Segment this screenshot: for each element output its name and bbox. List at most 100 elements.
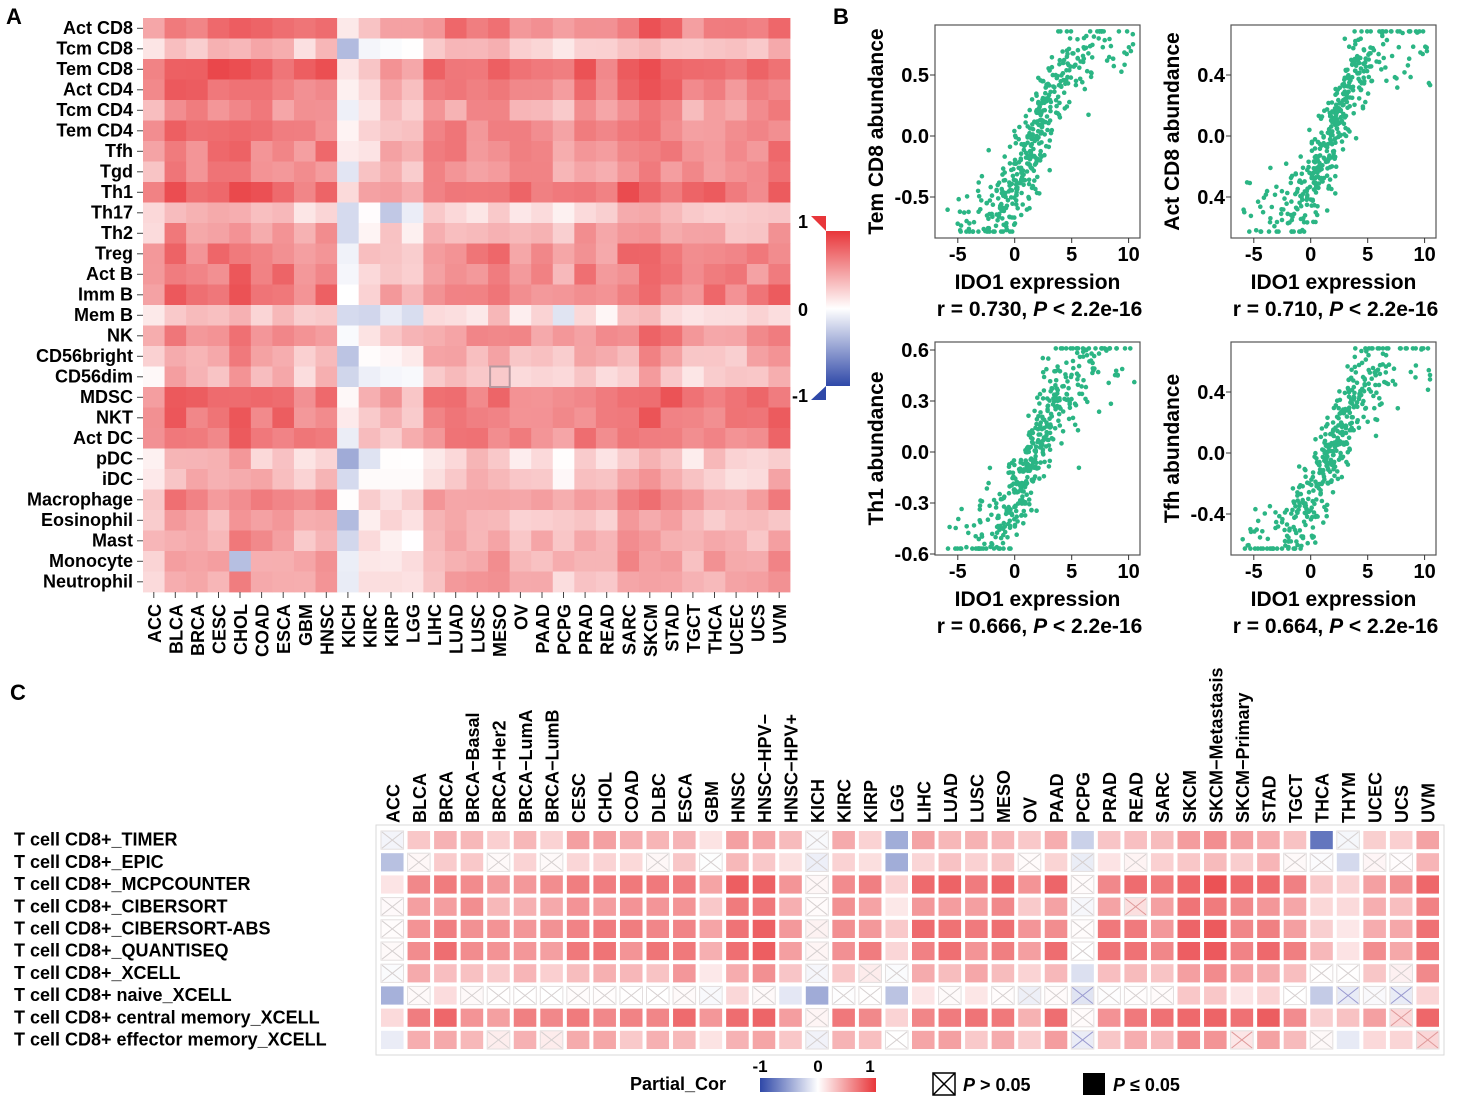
scatter-point <box>1394 76 1399 81</box>
scatter-point <box>1009 483 1014 488</box>
heatmap-c-cell <box>699 831 723 850</box>
scatter-point <box>1090 42 1095 48</box>
heatmap-a-cell <box>574 100 597 121</box>
heatmap-c-cell <box>1204 897 1227 916</box>
heatmap-c-cell <box>1363 875 1386 894</box>
heatmap-a-cell <box>660 510 683 531</box>
heatmap-a-col-label: SARC <box>619 604 639 655</box>
scatter-point <box>1320 163 1325 168</box>
scatter-point <box>1032 153 1037 159</box>
heatmap-c-col-label: READ <box>1127 772 1147 823</box>
scatter-point <box>1288 539 1294 544</box>
heatmap-c-cell <box>699 875 723 894</box>
heatmap-c-cell <box>858 1030 882 1049</box>
heatmap-c-cell <box>1204 964 1227 983</box>
heatmap-c-cell <box>1177 853 1201 872</box>
heatmap-c-cell <box>726 875 749 894</box>
heatmap-a-cell <box>250 366 273 388</box>
heatmap-c-col-label: ACC <box>383 784 403 823</box>
heatmap-c-row-label: T cell CD8+ effector memory_XCELL <box>14 1030 327 1050</box>
scatter-x-tick-label: 0 <box>1305 244 1316 266</box>
heatmap-c-cell <box>885 986 908 1005</box>
scatter-point <box>1026 413 1031 419</box>
heatmap-a-cell <box>574 366 597 388</box>
heatmap-c-cell <box>1097 985 1121 1006</box>
heatmap-a-cell <box>293 469 316 490</box>
heatmap-a-cell <box>186 469 209 490</box>
heatmap-a-cell <box>768 510 791 531</box>
scatter-point <box>1033 444 1039 450</box>
scatter-point <box>1307 127 1312 133</box>
scatter-point <box>1019 190 1024 196</box>
scatter-point <box>1056 418 1061 424</box>
heatmap-a-cell <box>617 79 640 101</box>
heatmap-a-cell <box>272 18 295 39</box>
scatter-point <box>1332 116 1337 121</box>
heatmap-a-cell <box>768 325 791 347</box>
heatmap-a-cell <box>250 551 273 572</box>
scatter-point <box>1293 530 1299 536</box>
heatmap-a-col-label: PAAD <box>533 604 553 654</box>
heatmap-c-cell <box>1257 897 1280 916</box>
heatmap-c-cell <box>407 897 431 916</box>
scatter-point <box>1066 46 1072 52</box>
scatter-point <box>1110 56 1116 61</box>
heatmap-a-cell <box>703 428 726 449</box>
scatter-point <box>1002 170 1007 175</box>
heatmap-a-row-label: pDC <box>96 449 133 469</box>
heatmap-c-cell <box>1416 986 1439 1005</box>
heatmap-a-cell <box>595 325 618 347</box>
heatmap-c-cell <box>912 964 935 983</box>
heatmap-c-cell <box>699 985 723 1006</box>
scatter-point <box>1022 513 1028 518</box>
scatter-point <box>1318 488 1323 493</box>
heatmap-a-cell <box>768 202 791 224</box>
heatmap-a-cell <box>703 469 726 490</box>
heatmap-a-cell <box>639 264 661 285</box>
scatter-point <box>979 198 984 203</box>
heatmap-a-cell <box>164 428 187 449</box>
scatter-point <box>1313 158 1318 164</box>
scatter-point <box>1041 374 1047 380</box>
heatmap-a-cell <box>207 510 230 531</box>
heatmap-c-cell <box>938 875 962 894</box>
scatter-point <box>1026 181 1032 187</box>
heatmap-a-cell <box>444 284 467 306</box>
scatter-point <box>1363 357 1369 362</box>
heatmap-a-cell <box>164 510 187 531</box>
scatter-point <box>1061 90 1067 95</box>
heatmap-a-cell <box>250 510 273 531</box>
scatter-point <box>1075 377 1080 382</box>
heatmap-a-cell <box>488 551 511 572</box>
scatter-point <box>1293 205 1299 211</box>
scatter-point <box>1022 501 1027 506</box>
scatter-point <box>1025 161 1030 166</box>
scatter-point <box>1291 499 1296 504</box>
heatmap-a-cell <box>143 182 165 203</box>
scatter-point <box>1366 387 1372 392</box>
heatmap-a-cell <box>488 161 511 183</box>
scatter-point <box>1332 156 1337 161</box>
heatmap-a-cell <box>531 243 554 265</box>
heatmap-c-row-label: T cell CD8+_CIBERSORT-ABS <box>14 918 271 938</box>
scatter-point <box>1038 117 1044 123</box>
heatmap-a-cell <box>660 223 683 244</box>
scatter-point <box>1339 139 1345 144</box>
heatmap-a-cell <box>746 530 769 552</box>
scatter-point <box>1335 436 1341 442</box>
scatter-point <box>1369 346 1374 351</box>
heatmap-a-cell <box>746 387 769 408</box>
heatmap-a-row-label: Mast <box>92 531 133 551</box>
heatmap-a-cell <box>725 59 748 80</box>
heatmap-a-cell <box>358 38 381 60</box>
heatmap-a-cell <box>358 469 381 490</box>
heatmap-a-cell <box>250 182 273 203</box>
scatter-point <box>1395 85 1400 90</box>
scatter-point <box>1373 382 1378 388</box>
scatter-point <box>1324 453 1329 459</box>
scatter-point <box>1317 168 1322 173</box>
scatter-point <box>1321 520 1326 525</box>
heatmap-a-cell <box>444 489 467 511</box>
scatter-point <box>1341 442 1347 447</box>
